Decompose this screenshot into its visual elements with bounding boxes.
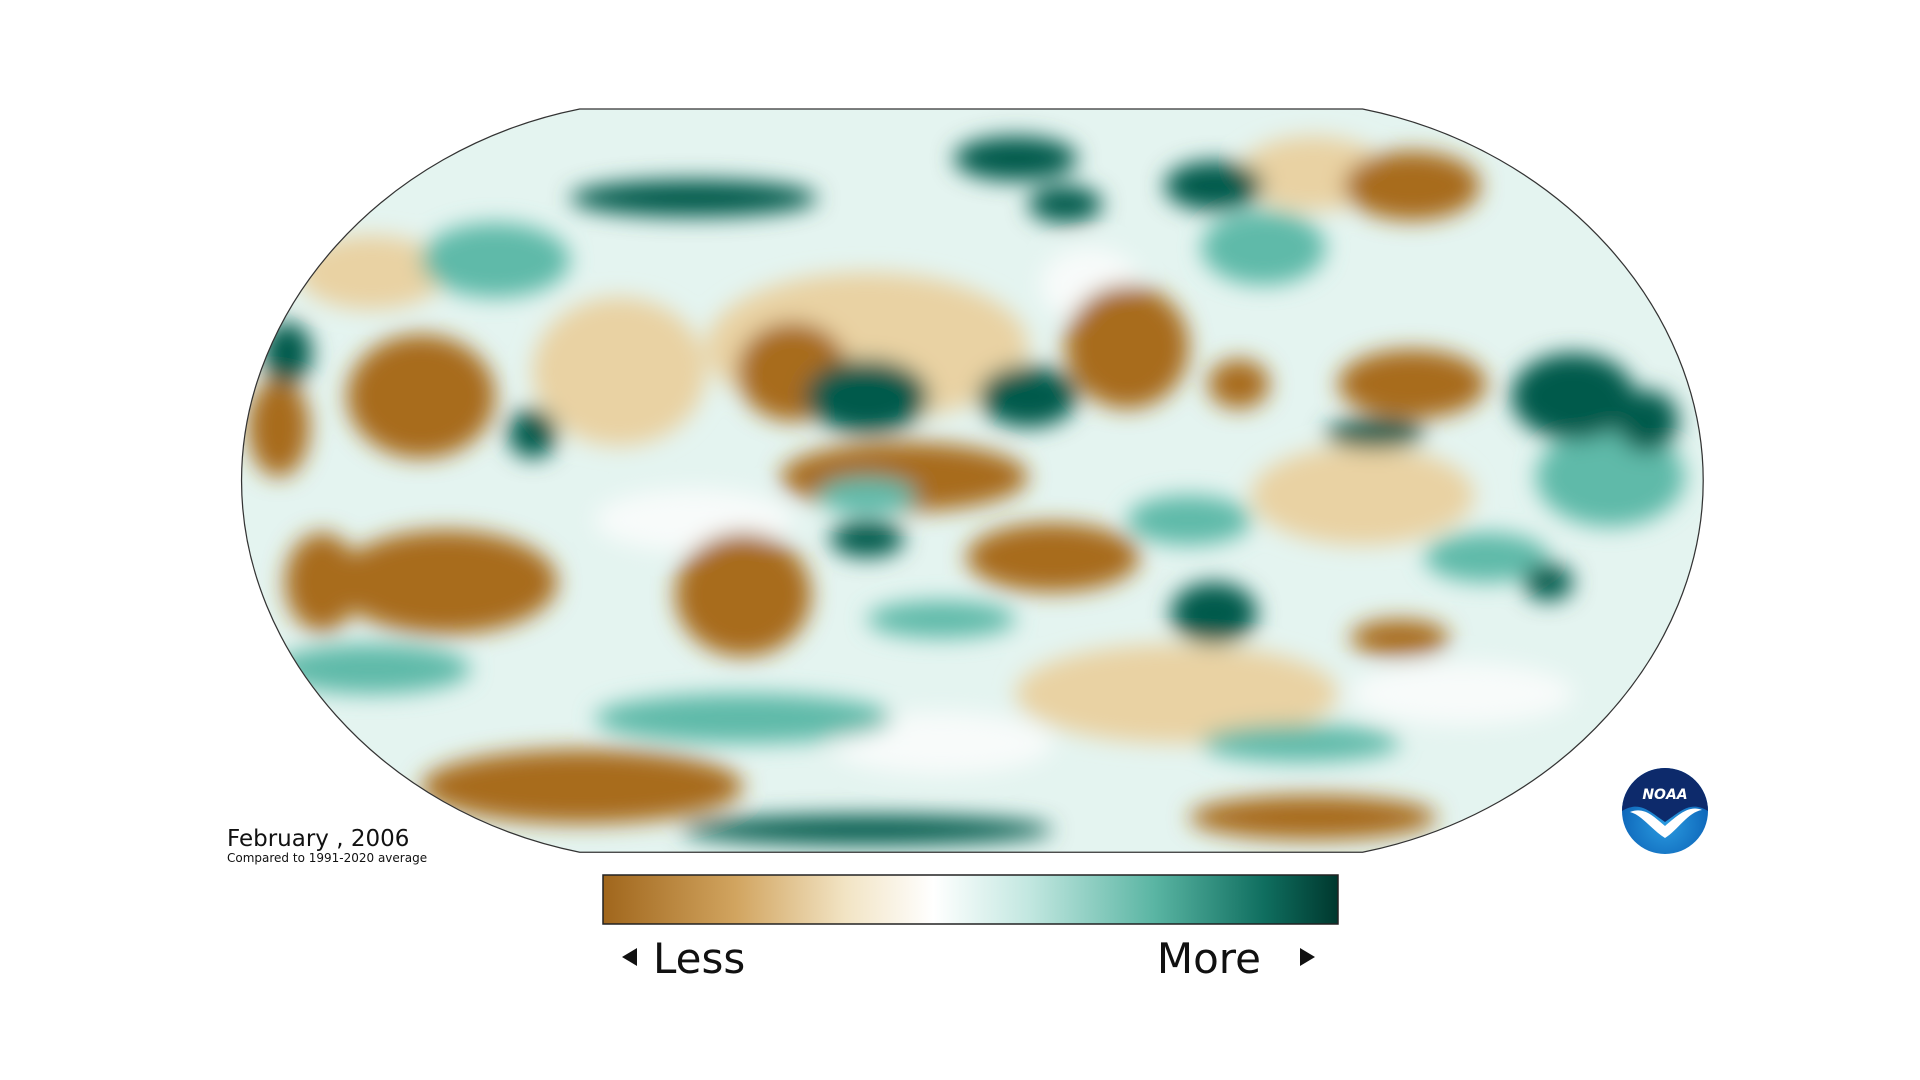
color-bar xyxy=(602,874,1339,925)
anomaly-blob xyxy=(421,749,744,824)
anomaly-blob xyxy=(594,693,892,744)
anomaly-blob xyxy=(346,334,496,459)
more-label: More xyxy=(1157,934,1261,983)
anomaly-blob xyxy=(1028,185,1103,223)
anomaly-blob xyxy=(532,297,707,446)
map-area xyxy=(240,108,1704,853)
anomaly-blob xyxy=(1015,644,1338,744)
anomaly-blob xyxy=(1170,582,1258,645)
anomaly-blob xyxy=(1207,359,1270,409)
anomaly-blob xyxy=(681,815,1053,845)
less-label: Less xyxy=(653,934,745,983)
anomaly-blob xyxy=(1424,532,1549,583)
noaa-logo: NOAA xyxy=(1622,768,1708,854)
anomaly-blob xyxy=(1127,495,1252,546)
anomaly-blob xyxy=(966,522,1140,593)
anomaly-blob xyxy=(272,644,471,694)
anomaly-blob xyxy=(1201,724,1400,762)
anomaly-field xyxy=(241,109,1704,853)
date-label: February , 2006 xyxy=(227,826,409,852)
anomaly-blob xyxy=(334,530,558,635)
logo-text: NOAA xyxy=(1642,787,1687,803)
logo-top xyxy=(1622,768,1708,822)
anomaly-blob xyxy=(829,520,905,558)
anomaly-blob xyxy=(1616,390,1679,453)
anomaly-blob xyxy=(1350,662,1574,725)
anomaly-blob xyxy=(675,532,812,657)
anomaly-blob xyxy=(421,222,570,298)
anomaly-blob xyxy=(1350,619,1450,657)
anomaly-blob xyxy=(1065,284,1190,409)
anomaly-blob xyxy=(569,179,818,217)
anomaly-blob xyxy=(1343,151,1481,221)
anomaly-blob xyxy=(507,408,558,459)
anomaly-blob xyxy=(1251,445,1475,546)
anomaly-blob xyxy=(1511,353,1636,440)
logo-bird xyxy=(1630,808,1702,838)
anomaly-blob xyxy=(1164,161,1264,211)
anomaly-blob xyxy=(1189,795,1437,840)
anomaly-blob xyxy=(1337,349,1487,419)
anomaly-blob xyxy=(829,712,1053,775)
more-arrow xyxy=(1300,948,1315,966)
anomaly-blobs xyxy=(247,136,1685,845)
map-outline xyxy=(240,108,1704,853)
anomaly-blob xyxy=(1325,418,1425,449)
anomaly-blob xyxy=(1523,563,1574,601)
anomaly-blob xyxy=(247,377,310,477)
baseline-note: Compared to 1991-2020 average xyxy=(227,851,427,865)
anomaly-blob xyxy=(978,365,1078,428)
anomaly-blob xyxy=(867,600,1016,638)
anomaly-blob xyxy=(297,235,446,310)
anomaly-blob xyxy=(805,359,930,434)
anomaly-blob xyxy=(1201,210,1326,285)
anomaly-blob xyxy=(284,532,360,632)
anomaly-blob xyxy=(262,322,313,384)
less-arrow xyxy=(622,948,637,966)
anomaly-blob xyxy=(953,136,1078,181)
anomaly-blob xyxy=(817,476,917,515)
